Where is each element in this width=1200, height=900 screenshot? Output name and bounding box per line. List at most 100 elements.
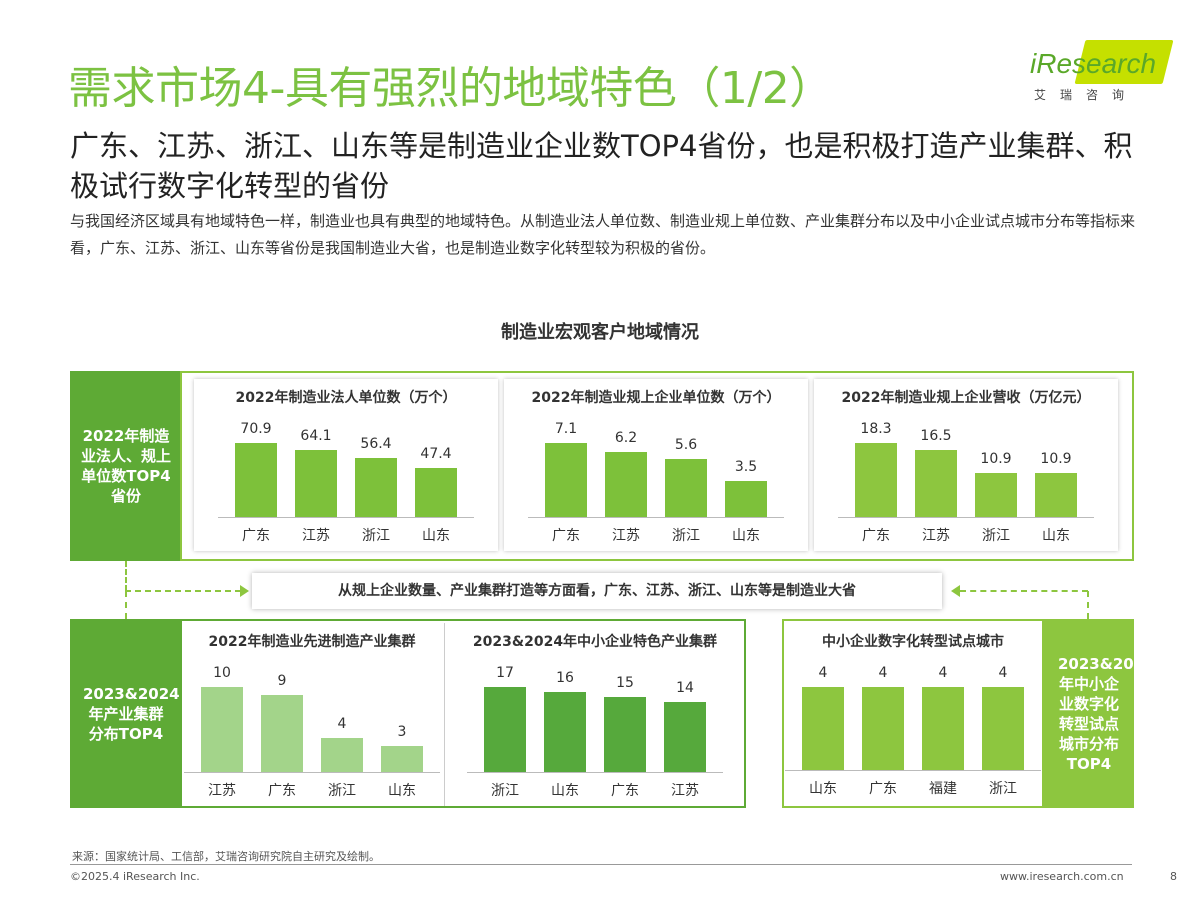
chart-title: 2022年制造业规上企业单位数（万个） bbox=[531, 390, 781, 406]
source-note: 来源：国家统计局、工信部，艾瑞咨询研究院自主研究及绘制。 bbox=[72, 850, 380, 863]
bar bbox=[295, 450, 337, 517]
category-label: 山东 bbox=[388, 783, 416, 799]
bar bbox=[544, 692, 586, 772]
bar bbox=[261, 695, 303, 772]
chart-panel-3: 2022年制造业规上企业营收（万亿元） 18.3 广东 16.5 江苏 10.9 浙江 10.… bbox=[814, 379, 1118, 551]
chart-title: 中小企业数字化转型试点城市 bbox=[822, 634, 1004, 650]
bar bbox=[605, 452, 647, 517]
category-label: 广东 bbox=[611, 783, 639, 799]
category-label: 浙江 bbox=[982, 528, 1010, 544]
iresearch-logo: iResearch 艾瑞咨询 bbox=[1030, 40, 1174, 102]
side-label-bottom-right-text: 2023&2024年中小企业数字化转型试点城市分布TOP4 bbox=[1058, 654, 1155, 773]
bar bbox=[922, 687, 964, 770]
data-label: 4 bbox=[818, 665, 828, 681]
category-label: 山东 bbox=[809, 781, 837, 797]
data-label: 4 bbox=[938, 665, 948, 681]
data-label: 10 bbox=[213, 665, 231, 681]
data-label: 56.4 bbox=[360, 436, 392, 452]
chart-title: 2022年制造业规上企业营收（万亿元） bbox=[841, 390, 1091, 406]
category-label: 山东 bbox=[1042, 528, 1070, 544]
data-label: 16 bbox=[556, 670, 574, 686]
connector-left-horizontal bbox=[125, 590, 241, 592]
category-label: 浙江 bbox=[362, 528, 390, 544]
category-label: 浙江 bbox=[491, 783, 519, 799]
chart-panel-1: 2022年制造业法人单位数（万个） 70.9 广东 64.1 江苏 56.4 浙江 47.4 山… bbox=[194, 379, 498, 551]
bar bbox=[725, 481, 767, 517]
data-label: 15 bbox=[616, 675, 634, 691]
category-label: 山东 bbox=[422, 528, 450, 544]
side-label-top-left: 2022年制造业法人、规上单位数TOP4省份 bbox=[70, 371, 182, 561]
bar bbox=[604, 697, 646, 772]
data-label: 17 bbox=[496, 665, 514, 681]
category-label: 江苏 bbox=[302, 528, 330, 544]
data-label: 18.3 bbox=[860, 421, 892, 437]
side-label-top-left-text: 2022年制造业法人、规上单位数TOP4省份 bbox=[81, 427, 172, 505]
bar bbox=[664, 702, 706, 772]
bar bbox=[855, 443, 897, 517]
x-axis-line bbox=[785, 770, 1041, 771]
top-row-frame bbox=[180, 371, 1134, 561]
chart-panel-4: 2022年制造业先进制造产业集群 10 江苏 9 广东 4 浙江 3 山东 bbox=[182, 623, 442, 806]
bar bbox=[975, 473, 1017, 517]
data-label: 16.5 bbox=[920, 428, 952, 444]
x-axis-line bbox=[218, 517, 474, 518]
data-label: 4 bbox=[878, 665, 888, 681]
logo-text: iResearch bbox=[1030, 48, 1157, 79]
category-label: 浙江 bbox=[328, 783, 356, 799]
copyright: ©2025.4 iResearch Inc. bbox=[70, 870, 200, 883]
logo-subtitle: 艾瑞咨询 bbox=[1034, 88, 1139, 102]
arrow-right-icon bbox=[240, 585, 249, 597]
summary-banner: 从规上企业数量、产业集群打造等方面看，广东、江苏、浙江、山东等是制造业大省 bbox=[252, 573, 942, 609]
bar bbox=[802, 687, 844, 770]
chart-panel-2: 2022年制造业规上企业单位数（万个） 7.1 广东 6.2 江苏 5.6 浙江 3.5 山东 bbox=[504, 379, 808, 551]
bar bbox=[545, 443, 587, 517]
data-label: 6.2 bbox=[614, 430, 638, 446]
x-axis-line bbox=[838, 517, 1094, 518]
bar bbox=[982, 687, 1024, 770]
category-label: 广东 bbox=[869, 781, 897, 797]
category-label: 福建 bbox=[929, 781, 957, 797]
bar bbox=[862, 687, 904, 770]
bar bbox=[381, 746, 423, 772]
category-label: 江苏 bbox=[671, 783, 699, 799]
category-label: 浙江 bbox=[672, 528, 700, 544]
bar bbox=[201, 687, 243, 772]
side-label-bottom-left-text: 2023&2024年产业集群分布TOP4 bbox=[83, 684, 180, 743]
category-label: 广东 bbox=[268, 783, 296, 799]
side-label-bottom-left: 2023&2024年产业集群分布TOP4 bbox=[70, 619, 182, 808]
chart-panel-5: 2023&2024年中小企业特色产业集群 17 浙江 16 山东 15 广东 14 江苏 bbox=[446, 623, 744, 806]
data-label: 3 bbox=[397, 724, 407, 740]
category-label: 山东 bbox=[551, 783, 579, 799]
page-title: 需求市场4-具有强烈的地域特色（1/2） bbox=[68, 63, 833, 114]
category-label: 广东 bbox=[552, 528, 580, 544]
chart-panel-6: 中小企业数字化转型试点城市 4 山东 4 广东 4 福建 4 浙江 bbox=[785, 623, 1041, 804]
bar bbox=[235, 443, 277, 517]
category-label: 山东 bbox=[732, 528, 760, 544]
headline: 广东、江苏、浙江、山东等是制造业企业数TOP4省份，也是积极打造产业集群、积极试… bbox=[70, 129, 1133, 203]
category-label: 江苏 bbox=[208, 783, 236, 799]
data-label: 64.1 bbox=[300, 428, 332, 444]
arrow-left-icon bbox=[951, 585, 960, 597]
connector-right-vertical bbox=[1087, 591, 1089, 619]
x-axis-line bbox=[184, 772, 440, 773]
website-link[interactable]: www.iresearch.com.cn bbox=[1000, 870, 1124, 883]
bar bbox=[484, 687, 526, 772]
category-label: 广东 bbox=[242, 528, 270, 544]
category-label: 江苏 bbox=[922, 528, 950, 544]
data-label: 10.9 bbox=[1040, 451, 1072, 467]
figure-title: 制造业宏观客户地域情况 bbox=[501, 322, 699, 343]
footer-rule bbox=[70, 864, 1132, 865]
data-label: 70.9 bbox=[240, 421, 272, 437]
bottom-left-frame bbox=[180, 619, 746, 808]
bottom-right-frame bbox=[782, 619, 1044, 808]
data-label: 47.4 bbox=[420, 446, 452, 462]
data-label: 5.6 bbox=[674, 437, 698, 453]
bar bbox=[415, 468, 457, 517]
data-label: 10.9 bbox=[980, 451, 1012, 467]
data-label: 3.5 bbox=[734, 459, 758, 475]
x-axis-line bbox=[467, 772, 723, 773]
connector-right-horizontal bbox=[960, 590, 1088, 592]
data-label: 9 bbox=[277, 673, 287, 689]
intro-paragraph: 与我国经济区域具有地域特色一样，制造业也具有典型的地域特色。从制造业法人单位数、… bbox=[70, 212, 1136, 257]
chart-title: 2022年制造业先进制造产业集群 bbox=[208, 634, 416, 650]
